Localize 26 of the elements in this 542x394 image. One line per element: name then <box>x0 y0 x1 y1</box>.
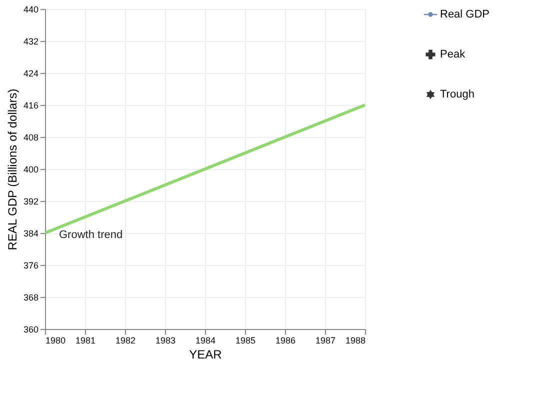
x-tick-label: 1983 <box>155 336 176 346</box>
legend-label: Peak <box>440 48 466 60</box>
y-tick-label: 392 <box>23 196 38 206</box>
x-tick-label: 1980 <box>46 336 66 346</box>
x-tick-label: 1982 <box>115 336 136 346</box>
x-tick-label: 1988 <box>345 336 366 346</box>
legend-label: Trough <box>440 88 474 100</box>
x-tick-label: 1984 <box>195 336 216 346</box>
y-tick-label: 408 <box>23 132 38 142</box>
y-tick-label: 400 <box>23 164 38 174</box>
x-tick-label: 1981 <box>75 336 96 346</box>
y-axis-title: REAL GDP (Billions of dollars) <box>5 88 20 250</box>
y-tick-label: 440 <box>23 4 38 14</box>
legend-label: Real GDP <box>440 8 490 20</box>
y-tick-label: 384 <box>23 228 38 238</box>
y-tick-label: 368 <box>23 292 38 302</box>
x-tick-label: 1986 <box>275 336 296 346</box>
y-tick-label: 376 <box>23 260 38 270</box>
y-tick-label: 416 <box>23 100 38 110</box>
y-tick-label: 432 <box>23 36 38 46</box>
x-tick-label: 1987 <box>315 336 336 346</box>
x-tick-label: 1985 <box>235 336 256 346</box>
y-tick-label: 360 <box>23 324 38 334</box>
series-label: Growth trend <box>59 229 123 241</box>
y-tick-label: 424 <box>23 68 38 78</box>
x-axis-title: YEAR <box>189 348 222 362</box>
